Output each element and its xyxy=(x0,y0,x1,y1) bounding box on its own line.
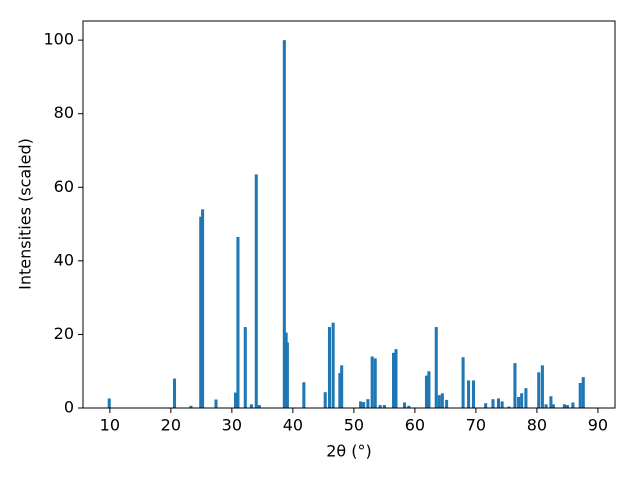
bar xyxy=(500,401,504,408)
bar xyxy=(233,392,238,408)
bar xyxy=(578,382,582,408)
x-tick-label: 40 xyxy=(283,416,303,435)
bar xyxy=(382,405,386,408)
bar xyxy=(434,327,438,408)
bar xyxy=(440,393,444,408)
x-tick-label: 80 xyxy=(527,416,547,435)
bar xyxy=(520,393,524,408)
bar xyxy=(394,349,398,408)
bar xyxy=(257,405,261,408)
x-tick-label: 10 xyxy=(100,416,120,435)
bar xyxy=(402,402,407,408)
bar xyxy=(340,365,344,408)
y-tick-label: 100 xyxy=(43,30,74,49)
bar xyxy=(362,402,366,408)
bar xyxy=(282,40,286,409)
bar xyxy=(437,395,441,408)
x-tick-label: 70 xyxy=(466,416,486,435)
bar xyxy=(338,373,342,408)
bar xyxy=(496,398,500,408)
bar xyxy=(445,399,449,408)
bar xyxy=(323,392,327,408)
plot-frame xyxy=(82,20,616,409)
bar xyxy=(370,356,374,408)
bar xyxy=(427,371,431,408)
bar xyxy=(544,404,548,408)
bar xyxy=(513,363,517,408)
bar xyxy=(378,405,382,408)
y-axis-label: Intensities (scaled) xyxy=(16,138,35,290)
bar xyxy=(392,352,396,408)
bar xyxy=(461,357,465,408)
bar xyxy=(524,388,528,408)
y-tick-label: 80 xyxy=(54,103,74,122)
bar xyxy=(366,399,370,408)
bar xyxy=(407,405,411,408)
bar xyxy=(172,378,177,408)
x-tick-label: 20 xyxy=(161,416,181,435)
x-tick-label: 60 xyxy=(405,416,425,435)
bar xyxy=(285,342,289,408)
y-tick-label: 0 xyxy=(64,398,74,417)
bar xyxy=(373,358,377,408)
bar xyxy=(327,327,332,408)
bar xyxy=(236,236,240,408)
bar xyxy=(549,396,553,408)
y-tick-label: 40 xyxy=(54,250,74,269)
x-axis-label: 2θ (°) xyxy=(326,442,372,461)
bar xyxy=(302,382,306,408)
bar xyxy=(507,406,511,408)
bar xyxy=(581,377,585,408)
bar xyxy=(484,403,488,408)
bar xyxy=(537,372,541,408)
bar xyxy=(551,404,555,408)
bar xyxy=(331,322,335,408)
bar xyxy=(201,209,205,408)
bar xyxy=(243,327,247,408)
bar xyxy=(517,396,521,408)
bar xyxy=(562,404,566,408)
bar xyxy=(471,380,475,408)
y-tick-label: 60 xyxy=(54,177,74,196)
bar xyxy=(424,375,429,408)
bar xyxy=(491,399,495,408)
bar xyxy=(107,398,111,408)
bar xyxy=(571,402,575,408)
x-tick-label: 90 xyxy=(588,416,608,435)
bar xyxy=(540,365,544,408)
x-tick-label: 50 xyxy=(344,416,364,435)
x-tick-label: 30 xyxy=(222,416,242,435)
bar xyxy=(565,405,569,408)
bar xyxy=(467,380,471,408)
bar xyxy=(359,401,363,408)
bar xyxy=(214,399,218,408)
bar xyxy=(189,405,193,408)
bar xyxy=(254,174,258,408)
y-tick-label: 20 xyxy=(54,324,74,343)
bar xyxy=(199,216,203,408)
bar xyxy=(249,404,253,408)
